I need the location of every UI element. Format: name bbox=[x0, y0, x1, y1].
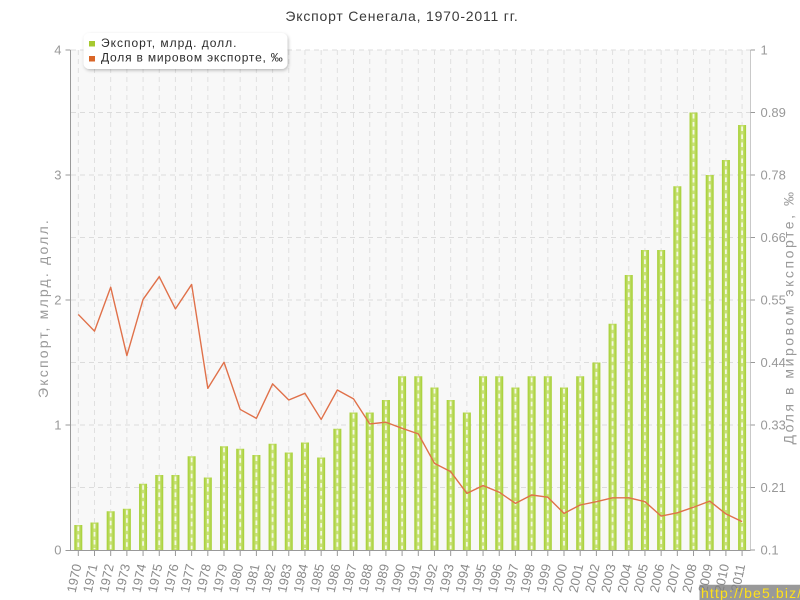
svg-text:1981: 1981 bbox=[242, 563, 263, 594]
svg-text:http://be5.biz/: http://be5.biz/ bbox=[701, 585, 800, 600]
svg-text:0: 0 bbox=[54, 543, 61, 558]
svg-text:2008: 2008 bbox=[679, 563, 700, 594]
svg-text:1997: 1997 bbox=[501, 563, 522, 594]
svg-text:1971: 1971 bbox=[80, 563, 101, 594]
svg-text:1994: 1994 bbox=[452, 563, 473, 594]
svg-text:Доля в мировом экспорте, ‰: Доля в мировом экспорте, ‰ bbox=[781, 189, 797, 444]
svg-text:1988: 1988 bbox=[355, 563, 376, 594]
svg-text:1: 1 bbox=[761, 43, 768, 58]
svg-text:Экспорт, млрд. долл.: Экспорт, млрд. долл. bbox=[101, 36, 238, 50]
svg-text:1977: 1977 bbox=[177, 563, 198, 594]
svg-text:1983: 1983 bbox=[274, 563, 295, 594]
svg-text:1989: 1989 bbox=[371, 563, 392, 594]
svg-text:1: 1 bbox=[54, 418, 61, 433]
svg-text:2: 2 bbox=[54, 293, 61, 308]
svg-text:2000: 2000 bbox=[549, 563, 570, 594]
svg-text:1985: 1985 bbox=[307, 563, 328, 594]
svg-text:1998: 1998 bbox=[517, 563, 538, 594]
svg-text:1970: 1970 bbox=[64, 563, 85, 594]
svg-text:1972: 1972 bbox=[96, 563, 117, 594]
svg-text:3: 3 bbox=[54, 168, 61, 183]
svg-text:1987: 1987 bbox=[339, 563, 360, 594]
svg-text:2006: 2006 bbox=[647, 563, 668, 594]
svg-text:0.33: 0.33 bbox=[761, 418, 786, 433]
svg-text:0.66: 0.66 bbox=[761, 230, 786, 245]
svg-text:1991: 1991 bbox=[404, 563, 425, 594]
svg-text:1982: 1982 bbox=[258, 563, 279, 594]
svg-text:2002: 2002 bbox=[582, 563, 603, 594]
svg-text:2005: 2005 bbox=[630, 563, 651, 594]
svg-text:2001: 2001 bbox=[566, 563, 587, 594]
svg-text:1979: 1979 bbox=[209, 563, 230, 594]
svg-text:Доля в мировом экспорте, ‰: Доля в мировом экспорте, ‰ bbox=[101, 51, 284, 65]
svg-text:1996: 1996 bbox=[485, 563, 506, 594]
svg-text:0.78: 0.78 bbox=[761, 168, 786, 183]
svg-text:Экспорт, млрд. долл.: Экспорт, млрд. долл. bbox=[35, 218, 51, 398]
svg-text:1975: 1975 bbox=[145, 563, 166, 594]
svg-text:1980: 1980 bbox=[226, 563, 247, 594]
svg-text:0.44: 0.44 bbox=[761, 355, 786, 370]
svg-text:1990: 1990 bbox=[388, 563, 409, 594]
svg-text:1973: 1973 bbox=[112, 563, 133, 594]
svg-text:0.21: 0.21 bbox=[761, 480, 786, 495]
svg-text:1995: 1995 bbox=[468, 563, 489, 594]
svg-text:0.89: 0.89 bbox=[761, 105, 786, 120]
svg-text:Экспорт Сенегала, 1970-2011 гг: Экспорт Сенегала, 1970-2011 гг. bbox=[285, 8, 518, 24]
svg-text:0.55: 0.55 bbox=[761, 293, 786, 308]
svg-text:1976: 1976 bbox=[161, 563, 182, 594]
svg-text:0.1: 0.1 bbox=[761, 543, 779, 558]
svg-text:1992: 1992 bbox=[420, 563, 441, 594]
svg-text:2004: 2004 bbox=[614, 563, 635, 594]
svg-text:1978: 1978 bbox=[193, 563, 214, 594]
svg-text:1993: 1993 bbox=[436, 563, 457, 594]
svg-text:1999: 1999 bbox=[533, 563, 554, 594]
svg-text:1986: 1986 bbox=[323, 563, 344, 594]
svg-text:2003: 2003 bbox=[598, 563, 619, 594]
svg-text:1984: 1984 bbox=[290, 563, 311, 594]
svg-text:2007: 2007 bbox=[663, 563, 684, 594]
svg-text:4: 4 bbox=[54, 43, 61, 58]
svg-text:1974: 1974 bbox=[129, 563, 150, 594]
